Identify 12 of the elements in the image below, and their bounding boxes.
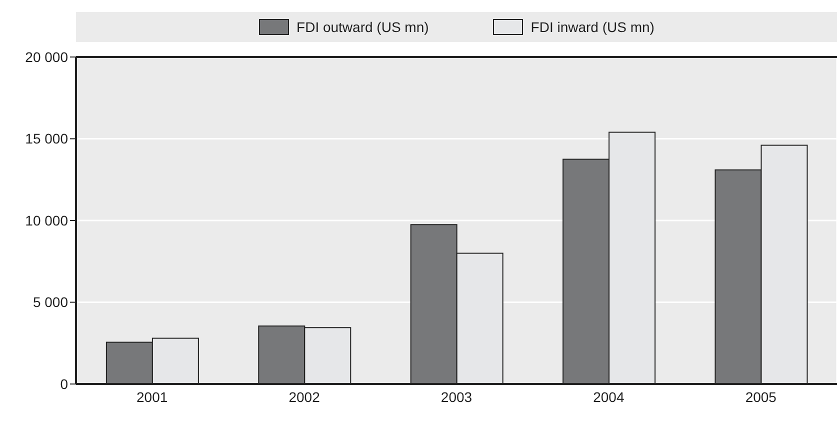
y-tick-label: 15 000 [25,130,68,147]
x-tick-label: 2004 [593,388,624,405]
y-tick-label: 0 [60,376,68,392]
y-tick-label: 5 000 [32,294,68,310]
y-tick-label: 10 000 [25,212,68,228]
x-tick-label: 2003 [440,388,472,405]
y-tick-label: 20 000 [25,48,68,65]
x-tick-label: 2005 [745,388,777,405]
legend-label: FDI outward (US mn) [296,19,429,35]
x-tick-label: 2002 [288,388,320,405]
legend-label: FDI inward (US mn) [530,19,654,35]
x-tick-label: 2001 [136,388,168,405]
